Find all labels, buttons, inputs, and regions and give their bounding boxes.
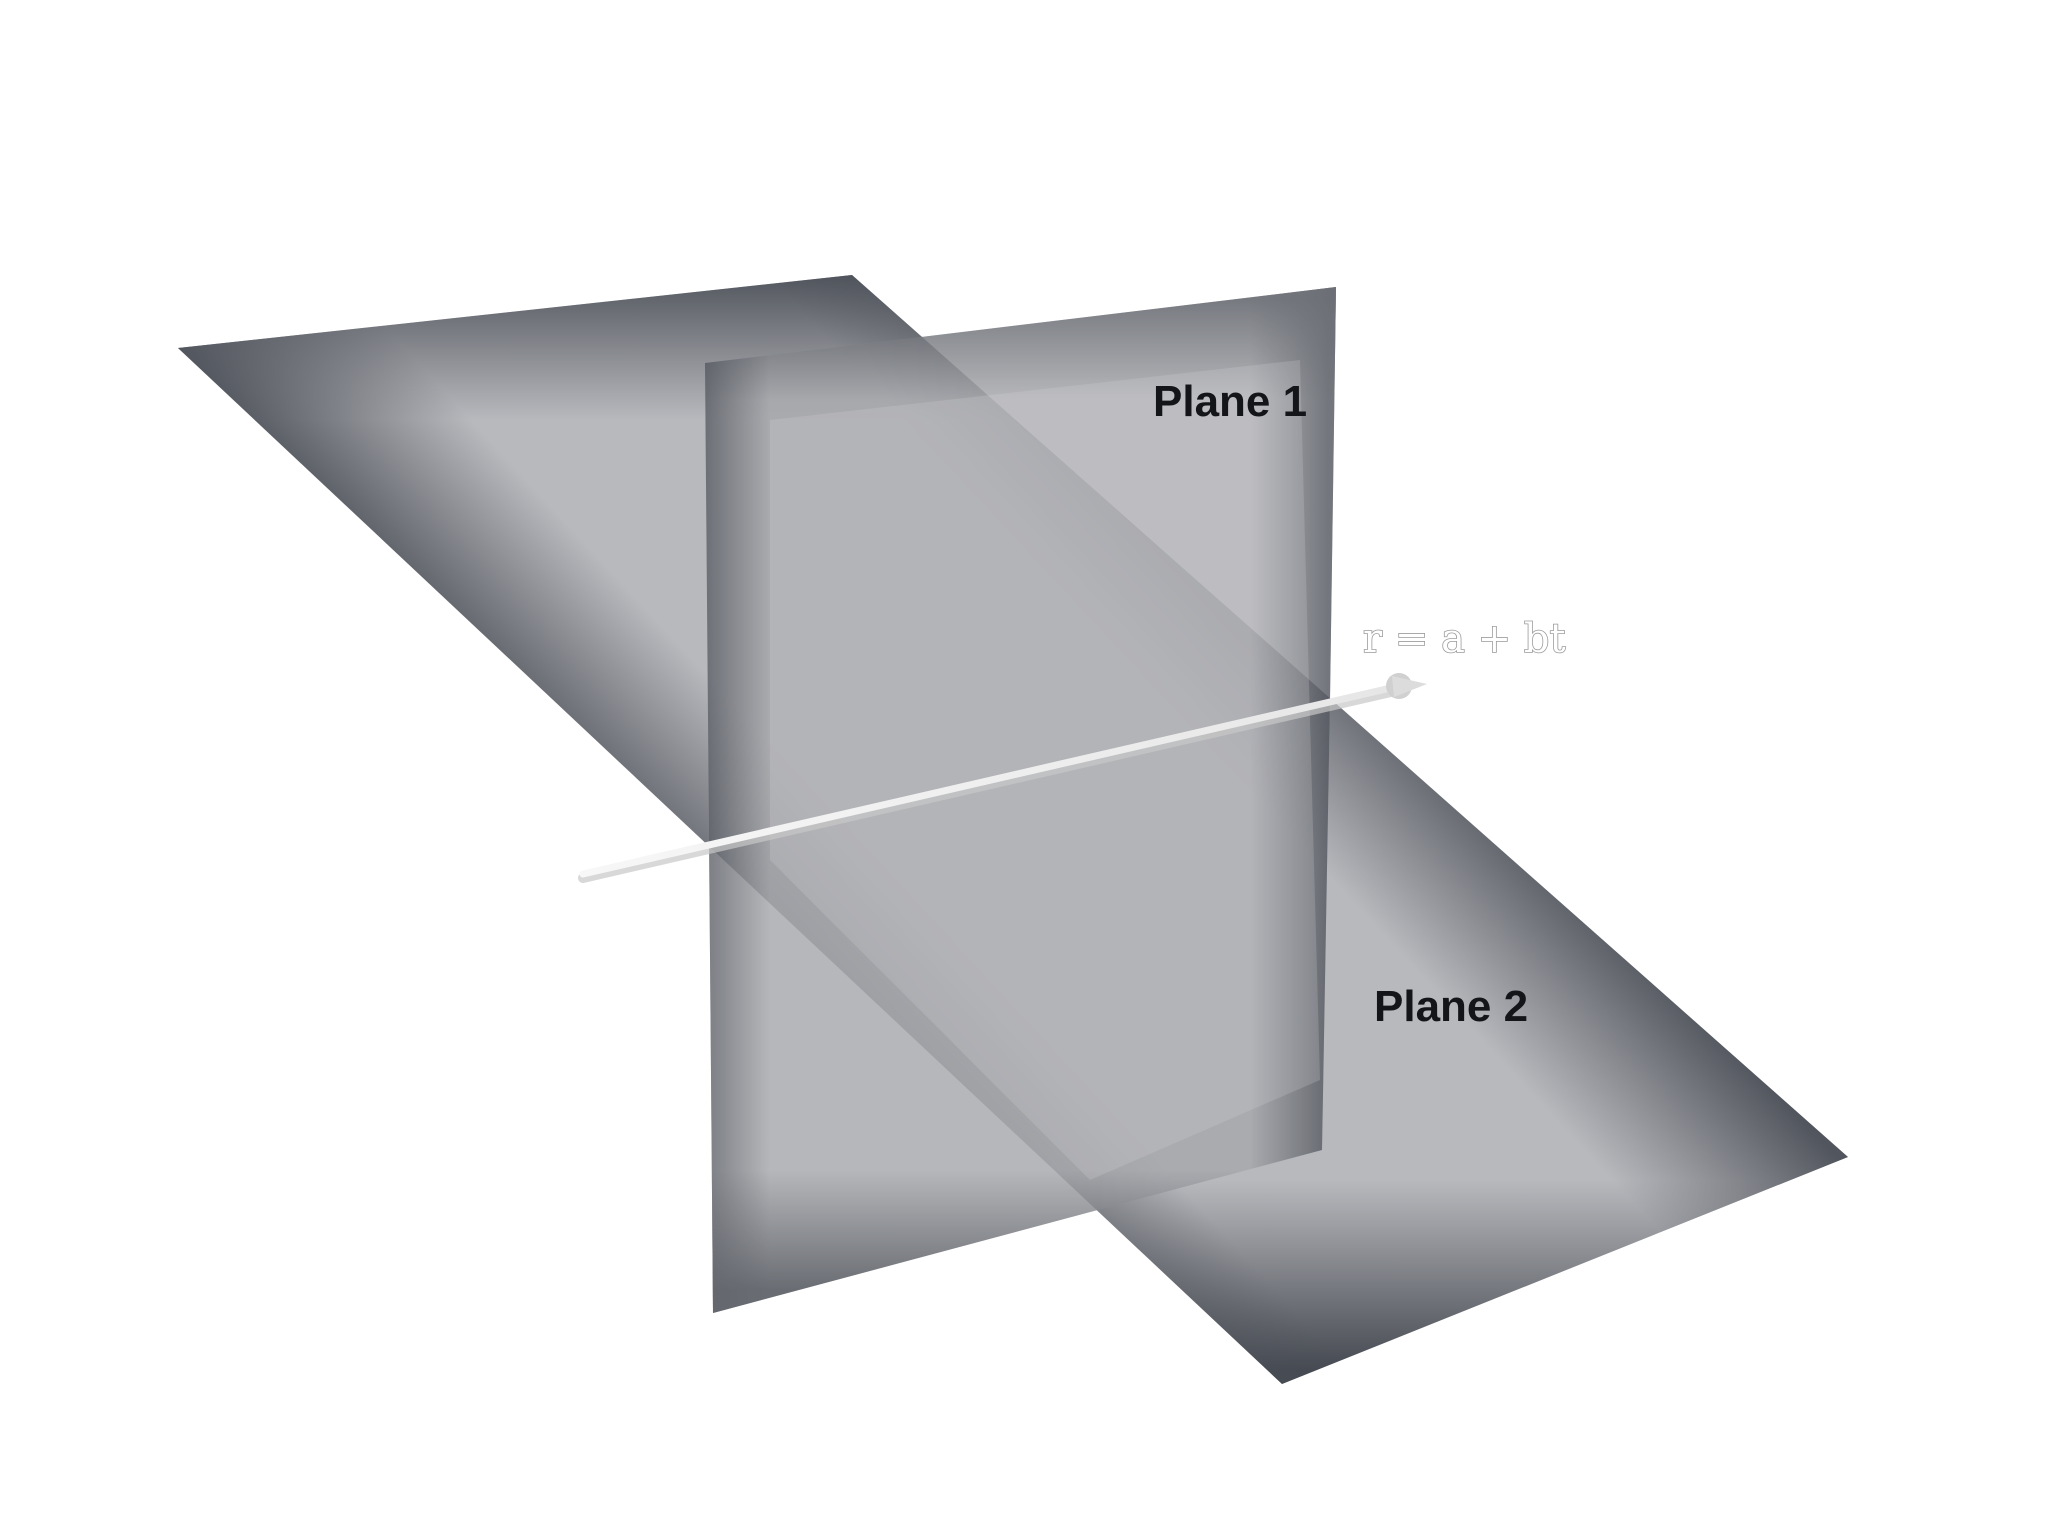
plane-1-label: Plane 1 <box>1153 377 1307 426</box>
line-arrowhead-icon <box>1386 673 1427 699</box>
intersection-line <box>578 683 1400 883</box>
line-equation-label: r = a + bt <box>1363 616 1566 662</box>
plane-2-label: Plane 2 <box>1374 982 1528 1031</box>
plane-1 <box>705 287 1336 1313</box>
